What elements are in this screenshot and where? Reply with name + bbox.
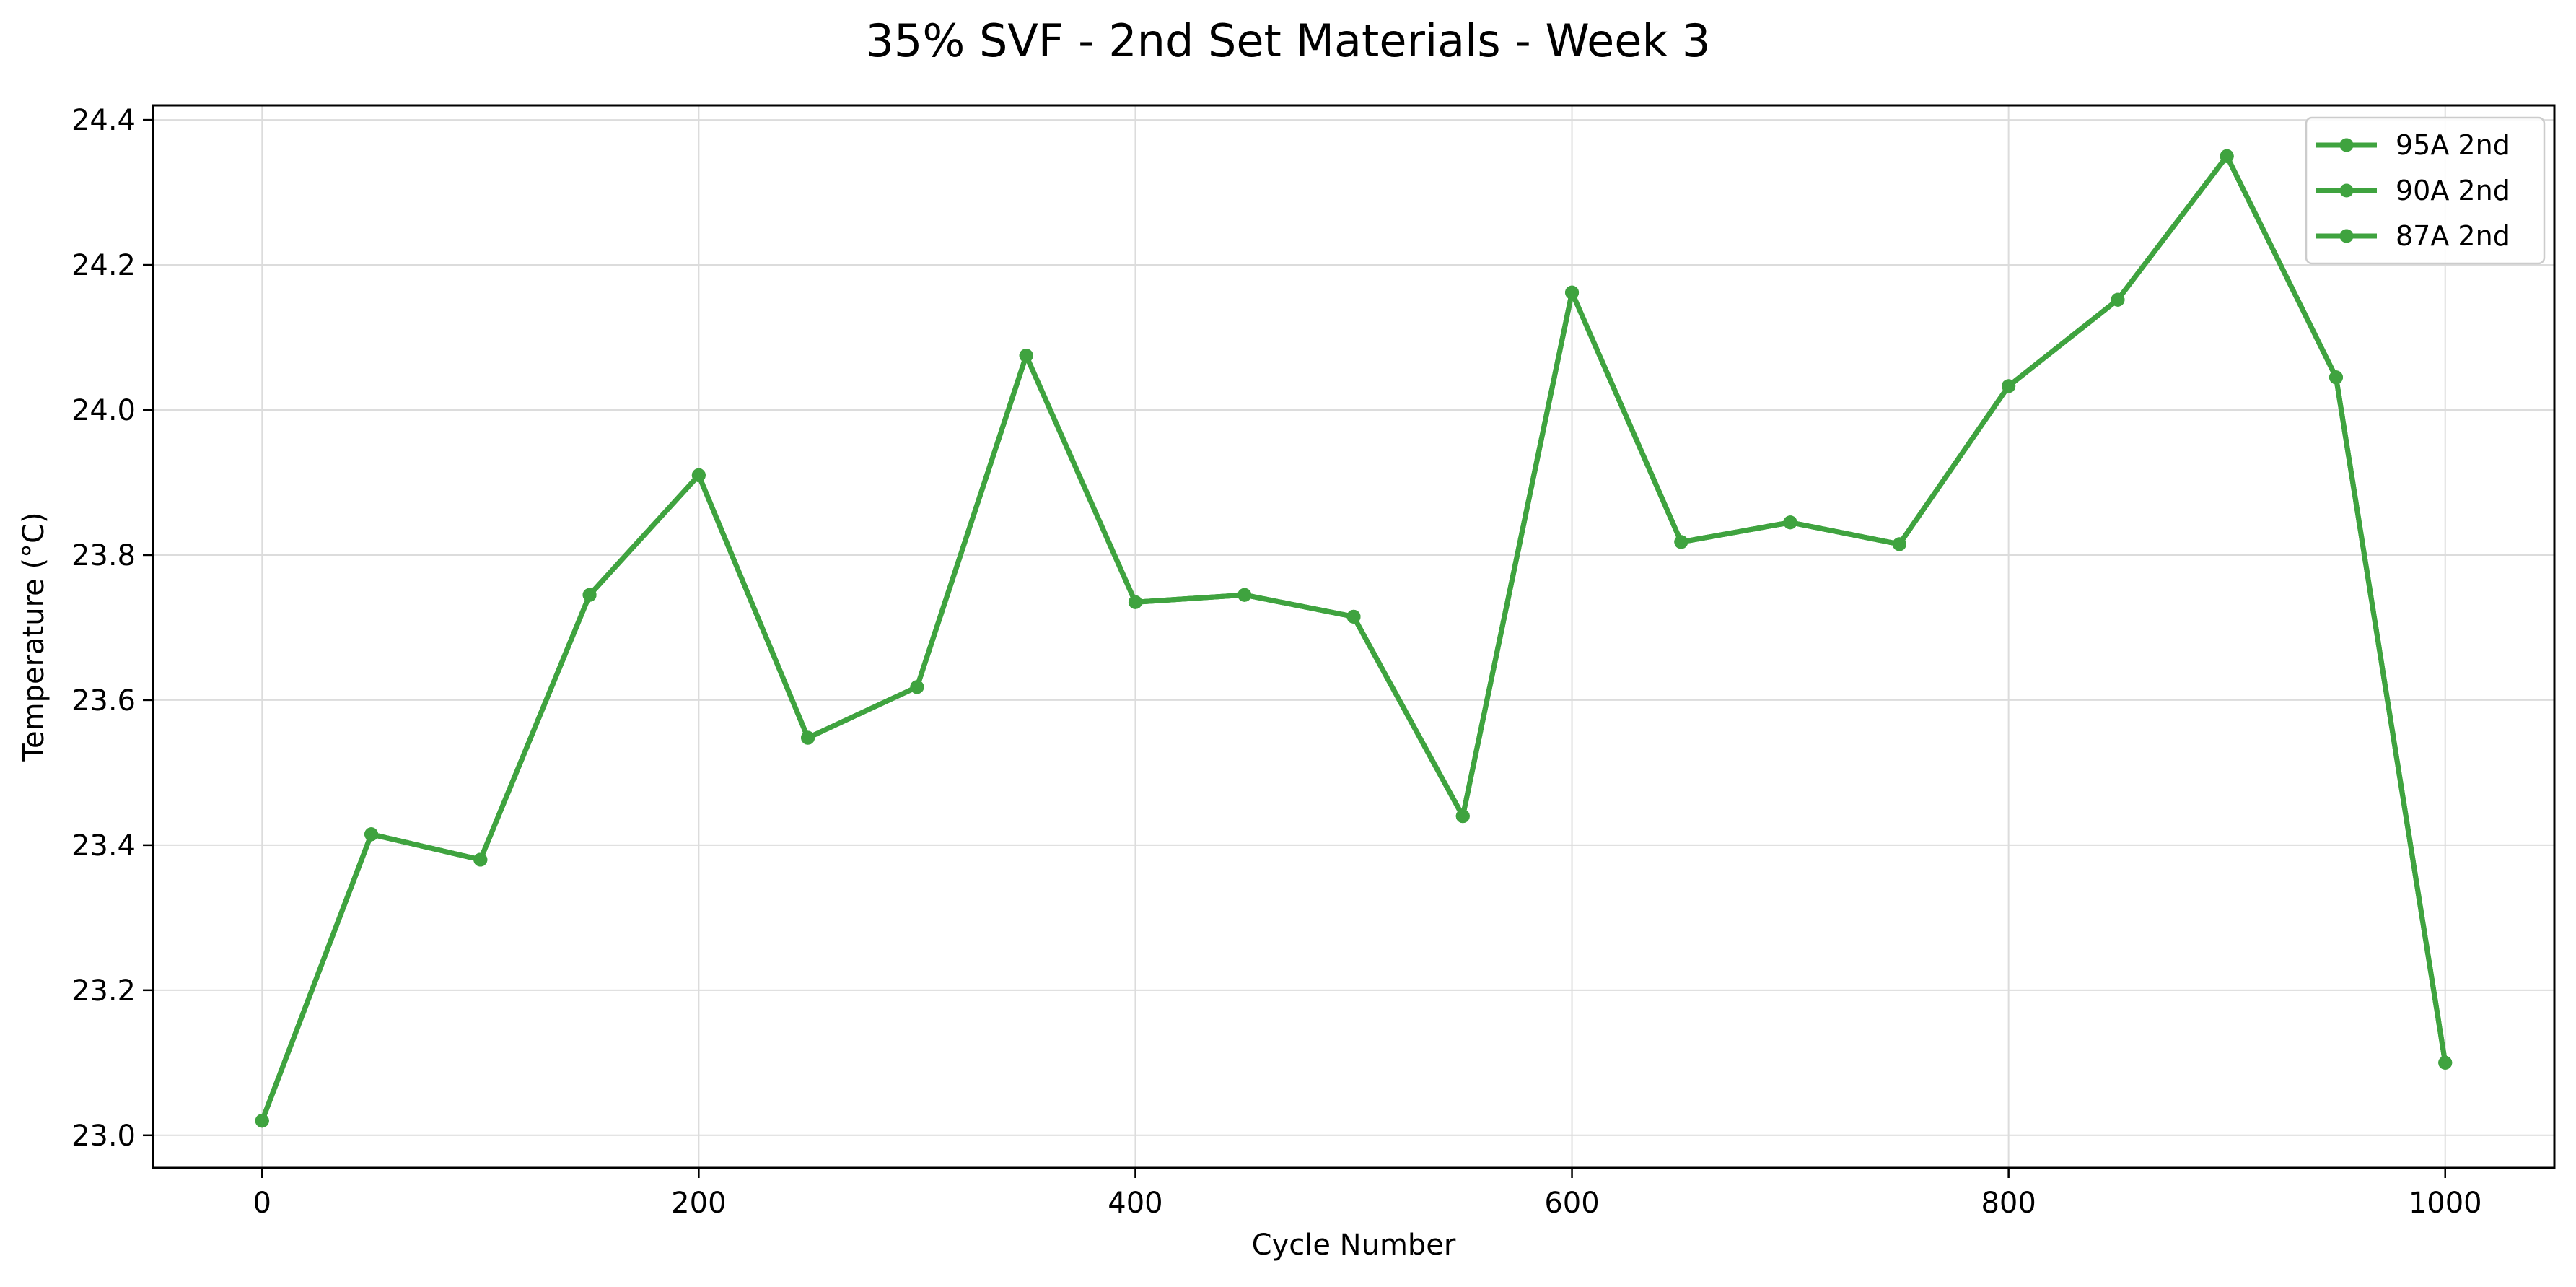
data-point [1019,349,1033,363]
legend-box [2305,116,2546,265]
y-tick-label: 24.0 [71,394,136,427]
grid-lines [153,105,2554,1168]
x-tick-label: 0 [253,1187,271,1220]
data-point [1455,809,1470,824]
x-tick-label: 800 [1981,1187,2036,1220]
data-point [2329,370,2343,385]
data-point [691,468,706,482]
data-point [2002,379,2016,393]
y-axis-label: Temperature (°C) [17,512,51,762]
legend-marker [2339,138,2354,152]
x-tick-label: 600 [1544,1187,1599,1220]
x-axis-label: Cycle Number [1252,1229,1456,1262]
data-point [910,680,924,694]
axis-ticks: 0 200 400 600 800 1000 23.0 23.2 23.4 23.6 23.8 24.… [71,104,2482,1220]
legend-label: 87A 2nd [2396,220,2510,252]
data-point [2111,292,2125,307]
y-tick-label: 23.4 [71,829,136,863]
data-point [364,827,379,842]
y-tick-label: 24.2 [71,249,136,282]
data-point [2220,149,2234,163]
y-tick-label: 23.0 [71,1120,136,1153]
data-point [1128,595,1142,609]
data-point [2438,1055,2453,1070]
data-point [1346,609,1361,624]
legend-marker [2339,183,2354,198]
data-point [1674,535,1688,549]
data-point [582,588,597,602]
x-tick-label: 400 [1108,1187,1162,1220]
series-3 [255,149,2453,1128]
data-point [1892,537,1906,551]
data-point [473,852,488,867]
chart-title: 35% SVF - 2nd Set Materials - Week 3 [865,14,1710,67]
data-point [1783,515,1797,530]
data-point [801,730,815,745]
x-tick-label: 1000 [2409,1187,2482,1220]
legend: 95A 2nd 90A 2nd 87A 2nd [2305,116,2546,265]
x-tick-label: 200 [671,1187,726,1220]
legend-marker [2339,229,2354,243]
y-tick-label: 23.8 [71,539,136,572]
plot-area-frame [152,104,2556,1169]
data-point [255,1114,269,1128]
data-point [1237,588,1252,602]
y-tick-label: 23.2 [71,974,136,1008]
y-tick-label: 24.4 [71,104,136,137]
y-tick-label: 23.6 [71,684,136,717]
legend-label: 95A 2nd [2396,129,2510,161]
data-series [255,149,2453,1128]
data-point [1565,285,1580,300]
legend-label: 90A 2nd [2396,175,2510,206]
